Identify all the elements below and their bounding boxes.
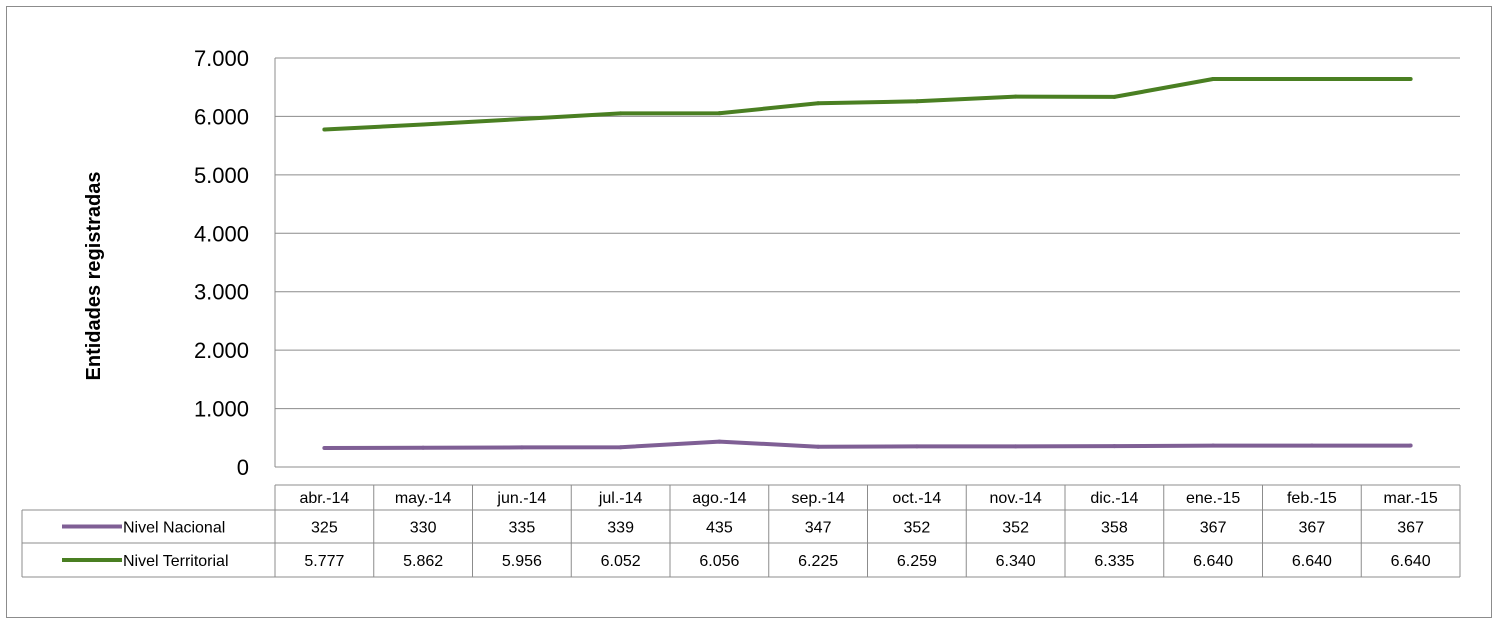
x-tick-label: may.-14 [395,490,452,507]
data-point [1211,443,1216,448]
data-point [322,127,327,132]
data-label: 6.335 [1094,553,1134,570]
x-tick-label: nov.-14 [990,490,1042,507]
y-tick-label: 7.000 [194,46,249,71]
data-point [421,122,426,127]
legend-label: Nivel Nacional [123,520,225,537]
data-label: 367 [1200,520,1227,537]
data-label: 6.225 [798,553,838,570]
data-point [618,445,623,450]
data-label: 352 [904,520,931,537]
data-point [717,111,722,116]
data-label: 6.340 [996,553,1036,570]
data-point [1309,443,1314,448]
x-tick-label: feb.-15 [1287,490,1337,507]
data-point [914,99,919,104]
data-label: 6.052 [601,553,641,570]
data-point [717,439,722,444]
x-tick-label: mar.-15 [1384,490,1438,507]
data-label: 367 [1397,520,1424,537]
data-label: 330 [410,520,437,537]
data-point [618,111,623,116]
data-point [519,445,524,450]
legend-label: Nivel Territorial [123,553,229,570]
chart-frame [6,6,1492,618]
y-tick-label: 6.000 [194,104,249,129]
y-tick-label: 3.000 [194,280,249,305]
data-point [1408,443,1413,448]
data-label: 6.640 [1193,553,1233,570]
data-label: 6.640 [1391,553,1431,570]
data-label: 352 [1002,520,1029,537]
data-label: 358 [1101,520,1128,537]
data-label: 5.777 [304,553,344,570]
series-line-2 [324,77,1411,132]
data-label: 6.259 [897,553,937,570]
data-label: 5.956 [502,553,542,570]
data-point [816,101,821,106]
data-point [421,445,426,450]
data-label: 5.862 [403,553,443,570]
data-label: 367 [1299,520,1326,537]
data-label: 435 [706,520,733,537]
data-label: 339 [607,520,634,537]
x-tick-label: sep.-14 [791,490,844,507]
data-label: 335 [509,520,536,537]
data-label: 6.056 [699,553,739,570]
data-point [322,446,327,451]
x-tick-label: abr.-14 [299,490,349,507]
x-tick-label: oct.-14 [892,490,941,507]
data-label: 325 [311,520,338,537]
y-tick-label: 1.000 [194,397,249,422]
data-point [1112,444,1117,449]
data-label: 6.640 [1292,553,1332,570]
data-point [816,444,821,449]
x-tick-label: ago.-14 [692,490,746,507]
series-line-1 [324,439,1411,450]
data-point [1309,77,1314,82]
x-tick-label: jun.-14 [496,490,546,507]
data-point [519,116,524,121]
x-tick-label: jul.-14 [598,490,643,507]
y-axis-title: Entidades registradas [83,172,105,381]
data-point [1211,77,1216,82]
y-tick-label: 2.000 [194,338,249,363]
data-point [1013,444,1018,449]
data-point [914,444,919,449]
data-point [1408,77,1413,82]
data-label: 347 [805,520,832,537]
y-tick-label: 0 [237,455,249,480]
data-point [1112,94,1117,99]
y-tick-label: 5.000 [194,163,249,188]
x-tick-label: ene.-15 [1186,490,1240,507]
data-point [1013,94,1018,99]
y-tick-label: 4.000 [194,221,249,246]
x-tick-label: dic.-14 [1090,490,1138,507]
